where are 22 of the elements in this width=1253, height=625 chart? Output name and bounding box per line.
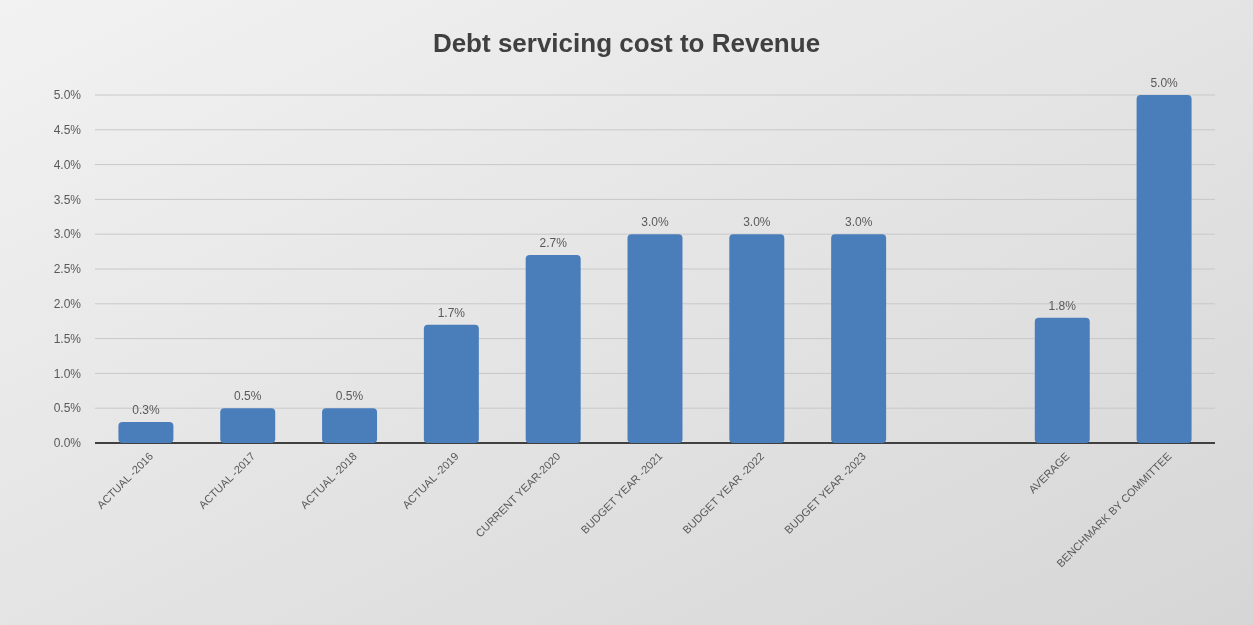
y-tick-label: 4.5% <box>53 123 82 137</box>
data-label: 3.0% <box>743 215 771 230</box>
data-label: 3.0% <box>844 215 873 230</box>
data-label: 0.3% <box>132 403 160 418</box>
y-tick-label: 3.5% <box>53 192 82 207</box>
data-label: 1.8% <box>1048 298 1077 313</box>
data-label: 3.0% <box>641 215 669 230</box>
y-tick-label: 0.5% <box>53 401 82 416</box>
y-tick-label: 2.5% <box>53 262 82 277</box>
data-label: 0.5% <box>234 389 262 404</box>
y-tick-label: 1.0% <box>53 366 82 381</box>
y-tick-label: 3.0% <box>53 227 82 242</box>
y-tick-label: 1.5% <box>53 331 82 346</box>
data-label: 0.5% <box>335 389 364 404</box>
data-label: 2.7% <box>539 236 568 251</box>
y-tick-label: 0.0% <box>53 436 82 451</box>
y-tick-label: 4.0% <box>53 157 82 172</box>
y-tick-label: 2.0% <box>53 297 82 311</box>
y-tick-label: 5.0% <box>53 88 82 103</box>
chart-title: Debt servicing cost to Revenue <box>432 28 821 58</box>
data-label: 5.0% <box>1150 76 1179 90</box>
data-label: 1.7% <box>437 305 466 320</box>
